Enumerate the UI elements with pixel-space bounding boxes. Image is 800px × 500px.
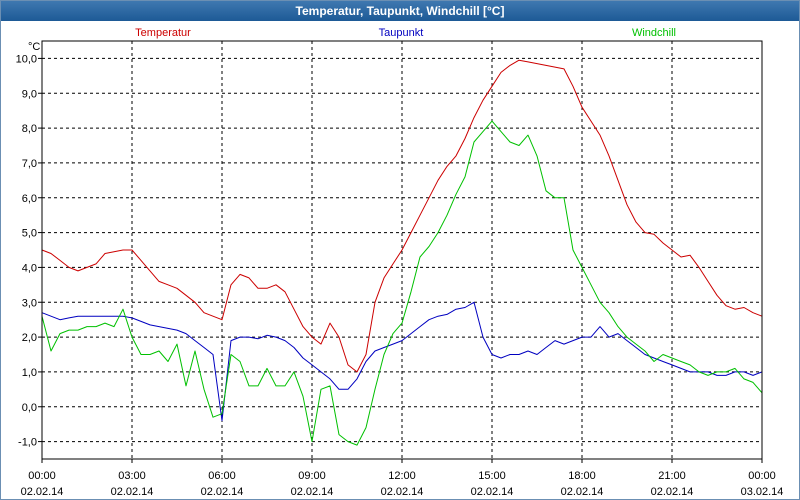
x-tick-date: 02.02.14 <box>561 486 604 498</box>
x-tick-date: 02.02.14 <box>201 486 244 498</box>
y-tick-label: 1,0 <box>22 367 37 379</box>
x-axis: 00:00 02.02.14 03:00 02.02.14 06:00 02.02.14 0… <box>21 459 784 498</box>
y-tick-label: 2,0 <box>22 332 37 344</box>
x-tick-date: 02.02.14 <box>651 486 694 498</box>
x-tick-time: 21:00 <box>658 470 686 482</box>
grid <box>42 41 762 459</box>
y-tick-label: 8,0 <box>22 123 37 135</box>
y-tick-label: 9,0 <box>22 88 37 100</box>
x-tick-date: 02.02.14 <box>291 486 334 498</box>
x-tick-time: 00:00 <box>28 470 56 482</box>
legend-taupunkt: Taupunkt <box>379 27 424 39</box>
y-tick-label: -1,0 <box>18 437 37 449</box>
x-tick-time: 03:00 <box>118 470 146 482</box>
x-tick-time: 12:00 <box>388 470 416 482</box>
series-line-windchill <box>41 120 763 446</box>
y-tick-label: 10,0 <box>16 53 37 65</box>
x-tick-date: 02.02.14 <box>471 486 514 498</box>
x-tick-date: 02.02.14 <box>381 486 424 498</box>
x-tick-time: 06:00 <box>208 470 236 482</box>
legend-windchill: Windchill <box>632 27 676 39</box>
y-tick-label: 7,0 <box>22 158 37 170</box>
window-title: Temperatur, Taupunkt, Windchill [°C] <box>1 1 799 21</box>
y-axis-unit: °C <box>28 41 40 53</box>
line-chart: -1,0 0,0 1,0 2,0 3,0 4,0 5,0 6,0 7,0 8,0 9,0 10,0 0… <box>16 27 784 498</box>
y-tick-label: 0,0 <box>22 402 37 414</box>
y-tick-label: 6,0 <box>22 193 37 205</box>
x-tick-date: 02.02.14 <box>111 486 154 498</box>
series-line-taupunkt <box>41 301 763 422</box>
x-tick-date: 02.02.14 <box>21 486 64 498</box>
y-tick-label: 5,0 <box>22 228 37 240</box>
x-tick-time: 09:00 <box>298 470 326 482</box>
legend-temperatur: Temperatur <box>135 27 191 39</box>
series-line-temperatur <box>41 59 763 373</box>
x-tick-time: 15:00 <box>478 470 506 482</box>
series-lines <box>41 59 763 446</box>
x-tick-date: 03.02.14 <box>741 486 784 498</box>
x-tick-time: 18:00 <box>568 470 596 482</box>
y-tick-label: 3,0 <box>22 297 37 309</box>
y-tick-label: 4,0 <box>22 262 37 274</box>
y-axis: -1,0 0,0 1,0 2,0 3,0 4,0 5,0 6,0 7,0 8,0 9,0 10,0 <box>16 53 42 449</box>
x-tick-time: 00:00 <box>748 470 776 482</box>
